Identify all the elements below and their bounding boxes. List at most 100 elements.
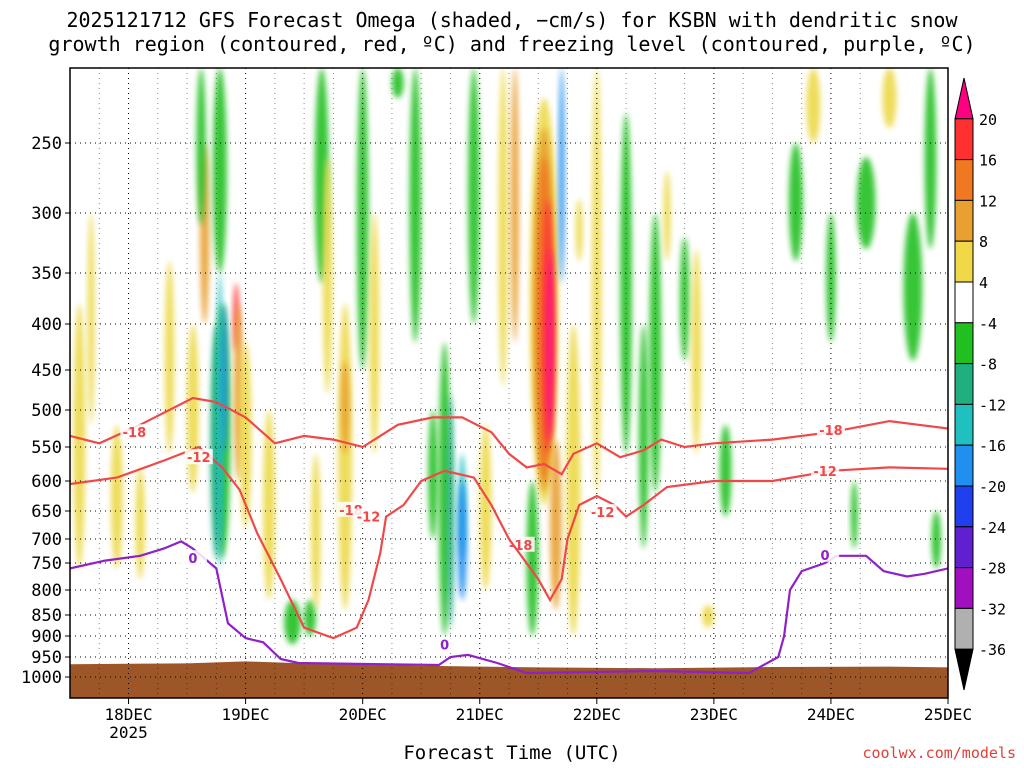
contour-label: 0 bbox=[188, 552, 197, 567]
omega-shaded-cell bbox=[369, 213, 380, 454]
contour-label-background bbox=[588, 504, 617, 520]
omega-shaded-cell bbox=[663, 171, 671, 261]
x-tick-label: 23DEC bbox=[690, 705, 738, 724]
contour-label-background bbox=[430, 636, 459, 652]
contour-label: 0 bbox=[821, 549, 830, 564]
omega-shaded-cell bbox=[788, 143, 803, 261]
y-tick-label: 450 bbox=[31, 361, 62, 381]
colorbar-segment bbox=[954, 281, 974, 324]
y-tick-label: 800 bbox=[31, 581, 62, 601]
x-axis-title: Forecast Time (UTC) bbox=[403, 742, 621, 764]
contour-label-background bbox=[120, 424, 149, 440]
omega-shaded-cell bbox=[338, 303, 353, 610]
contour-label-background bbox=[184, 449, 213, 465]
omega-shaded-cell bbox=[221, 303, 228, 454]
colorbar-label: -8 bbox=[979, 356, 997, 374]
colorbar-label: 20 bbox=[979, 111, 997, 129]
omega-shaded-cell bbox=[322, 157, 333, 394]
omega-shaded-cell bbox=[806, 68, 821, 143]
omega-shaded-cell bbox=[566, 324, 581, 636]
omega-shaded-cell bbox=[311, 453, 321, 610]
title-line-1: 2025121712 GFS Forecast Omega (shaded, −… bbox=[66, 8, 958, 32]
omega-shaded-cell bbox=[468, 68, 480, 324]
omega-shaded-cell bbox=[110, 424, 123, 569]
y-tick-label: 700 bbox=[31, 530, 62, 550]
dgz-contour-line bbox=[70, 445, 948, 640]
x-year-label: 2025 bbox=[109, 723, 148, 742]
chart-title: 2025121712 GFS Forecast Omega (shaded, −… bbox=[0, 8, 1024, 56]
x-tick-label: 22DEC bbox=[573, 705, 621, 724]
omega-shaded-cell bbox=[284, 600, 301, 645]
omega-shaded-cell bbox=[575, 199, 583, 261]
contour-label: -12 bbox=[187, 451, 211, 466]
omega-shaded-cell bbox=[187, 324, 199, 493]
omega-shaded-cell bbox=[649, 213, 662, 493]
colorbar-label: 12 bbox=[979, 192, 997, 210]
freezing-level-contour-line bbox=[70, 540, 948, 675]
omega-shaded-cell bbox=[239, 342, 252, 528]
colorbar-label: -12 bbox=[979, 396, 1006, 414]
y-tick-label: 950 bbox=[31, 648, 62, 668]
y-tick-label: 350 bbox=[31, 264, 62, 284]
omega-shaded-cell bbox=[87, 213, 95, 425]
y-tick-label: 1000 bbox=[21, 668, 62, 688]
omega-shaded-cell bbox=[135, 467, 145, 580]
omega-shaded-cell bbox=[196, 68, 206, 225]
omega-shaded-cell bbox=[558, 68, 565, 284]
contour-label: -12 bbox=[357, 511, 381, 526]
contour-label: -18 bbox=[123, 426, 147, 441]
omega-shaded-cell bbox=[498, 68, 508, 386]
omega-shaded-cell bbox=[620, 113, 632, 454]
y-tick-label: 850 bbox=[31, 606, 62, 626]
ground-terrain bbox=[70, 661, 948, 698]
dgz-contour-line bbox=[70, 396, 948, 476]
omega-shaded-cell bbox=[510, 68, 519, 343]
omega-shaded-cell bbox=[304, 600, 316, 636]
omega-shaded-cell bbox=[882, 68, 897, 128]
site-credit[interactable]: coolwx.com/models bbox=[862, 744, 1016, 762]
colorbar-segment bbox=[954, 526, 974, 569]
x-tick-label: 19DEC bbox=[222, 705, 270, 724]
colorbar: 20 16 12 8 4 -4 -8 -12 -16 -20 -24 -28 -32 -36 bbox=[954, 77, 1006, 691]
omega-shaded-cell bbox=[856, 157, 876, 249]
y-tick-label: 300 bbox=[31, 204, 62, 224]
omega-shaded-cell bbox=[212, 68, 227, 273]
omega-shaded-cell bbox=[428, 410, 438, 539]
contour-label-background bbox=[506, 536, 535, 552]
omega-shaded-cell bbox=[638, 324, 649, 549]
contour-label: 0 bbox=[440, 638, 449, 653]
omega-shaded-cell bbox=[164, 261, 175, 454]
colorbar-segment bbox=[954, 648, 974, 691]
colorbar-label: -4 bbox=[979, 315, 997, 333]
x-tick-label: 21DEC bbox=[456, 705, 504, 724]
x-tick-label: 20DEC bbox=[339, 705, 387, 724]
omega-shaded-cell bbox=[341, 360, 350, 454]
contour-label-background bbox=[816, 421, 845, 437]
omega-shaded-cell bbox=[391, 68, 404, 98]
omega-shaded-cell bbox=[216, 273, 224, 569]
colorbar-segment bbox=[954, 199, 974, 242]
contour-label-background bbox=[178, 550, 207, 566]
omega-shaded-cell bbox=[719, 424, 732, 517]
x-axis: 18DEC 19DEC 20DEC 21DEC 22DEC 23DEC 24DEC 25DEC… bbox=[104, 698, 972, 742]
y-axis: 2503003504004505005506006507007508008509… bbox=[21, 134, 70, 688]
omega-shaded-cell bbox=[826, 213, 836, 343]
colorbar-segment bbox=[954, 322, 974, 365]
contour-label: -12 bbox=[591, 506, 615, 521]
omega-shaded-cell bbox=[850, 481, 858, 549]
contour-label-background bbox=[811, 546, 840, 562]
omega-shaded-cell bbox=[691, 249, 701, 454]
omega-shaded-cell bbox=[73, 303, 86, 569]
x-tick-label: 24DEC bbox=[807, 705, 855, 724]
y-tick-label: 650 bbox=[31, 502, 62, 522]
y-tick-label: 750 bbox=[31, 554, 62, 574]
omega-shaded-cell bbox=[931, 511, 941, 569]
colorbar-segment bbox=[954, 485, 974, 528]
colorbar-segment bbox=[954, 363, 974, 405]
omega-shaded-cell bbox=[479, 424, 492, 590]
omega-shaded-cell bbox=[526, 481, 539, 636]
colorbar-segment bbox=[954, 118, 974, 161]
colorbar-label: -36 bbox=[979, 641, 1006, 659]
